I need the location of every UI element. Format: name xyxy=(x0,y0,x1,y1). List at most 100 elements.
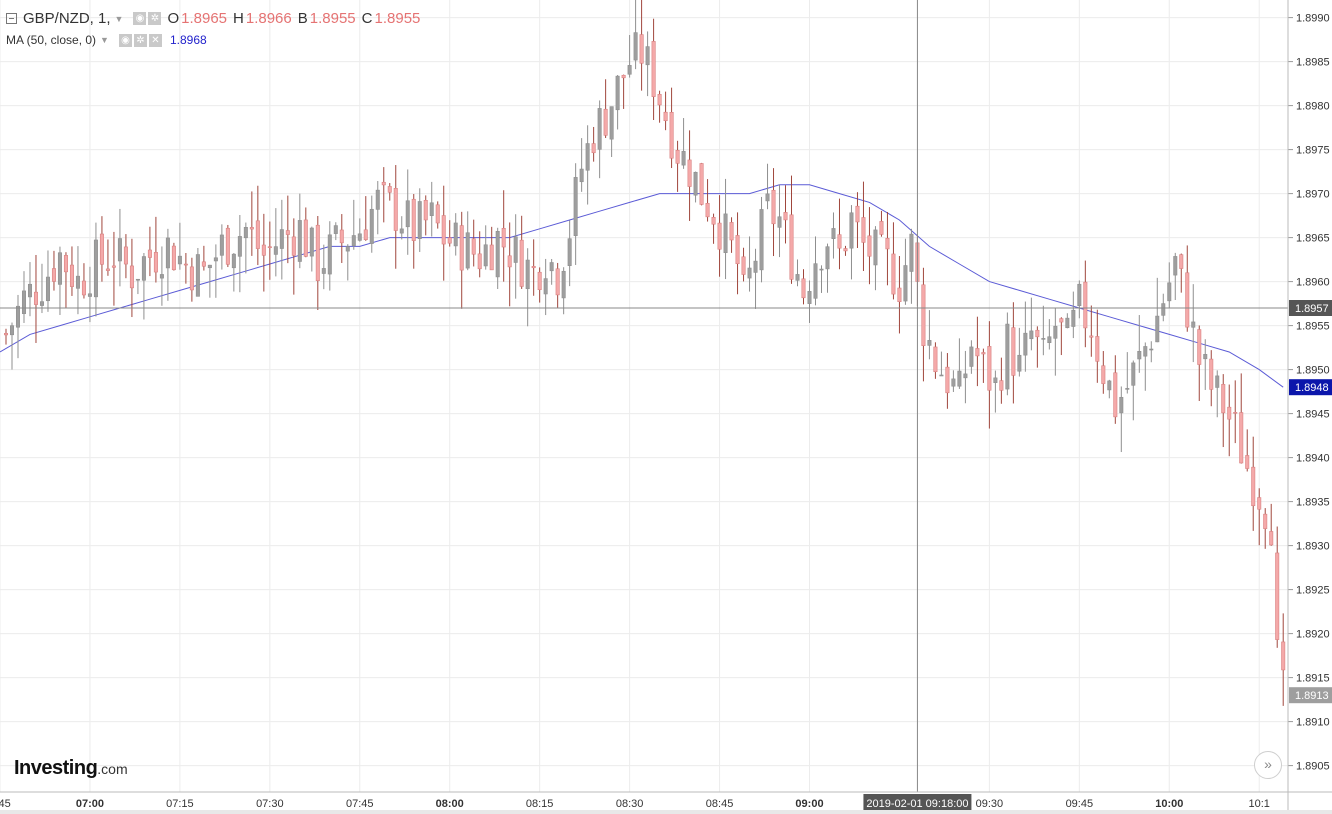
moving-average-layer xyxy=(0,184,1284,388)
candle-body xyxy=(195,254,200,297)
candle-body xyxy=(345,246,350,252)
candle-body xyxy=(921,284,926,346)
ma-value: 1.8968 xyxy=(169,33,207,47)
candle-body xyxy=(69,264,74,287)
y-tick-label: 1.8920 xyxy=(1296,629,1330,641)
candle-body xyxy=(435,204,440,224)
eye-icon[interactable]: ◉ xyxy=(133,12,147,25)
y-tick-label: 1.8905 xyxy=(1296,761,1330,773)
candle-body xyxy=(129,265,134,289)
candle-body xyxy=(627,65,632,75)
candle-body xyxy=(177,255,182,265)
symbol-label[interactable]: GBP/NZD, 1, xyxy=(23,10,111,27)
eye-icon[interactable]: ◉ xyxy=(118,33,132,47)
candle-body xyxy=(891,253,896,295)
candle-body xyxy=(261,244,266,256)
y-tick-label: 1.8965 xyxy=(1296,233,1330,245)
candle-body xyxy=(453,222,458,247)
candle-body xyxy=(1263,513,1268,529)
collapse-icon[interactable] xyxy=(6,13,17,24)
candle-body xyxy=(63,255,68,273)
y-tick-label: 1.8910 xyxy=(1296,717,1330,729)
chevron-down-icon[interactable]: ▼ xyxy=(100,35,109,45)
candle-body xyxy=(1017,354,1022,372)
candle-body xyxy=(1209,358,1214,390)
candle-body xyxy=(279,229,284,249)
candle-body xyxy=(957,370,962,387)
candle-body xyxy=(213,257,218,262)
candle-body xyxy=(1047,336,1052,343)
candle-body xyxy=(1245,455,1250,469)
scroll-to-latest-button[interactable]: » xyxy=(1254,751,1282,779)
gear-icon[interactable]: ✲ xyxy=(148,12,162,25)
candle-body xyxy=(1053,325,1058,339)
candle-body xyxy=(975,348,980,357)
ma-line xyxy=(0,184,1284,388)
candle-body xyxy=(519,239,524,287)
candle-body xyxy=(1221,384,1226,414)
candle-body xyxy=(189,266,194,291)
candle-body xyxy=(1275,552,1280,640)
candle-body xyxy=(249,227,254,230)
candle-body xyxy=(927,340,932,346)
candle-body xyxy=(675,150,680,164)
candle-body xyxy=(933,346,938,373)
candle-body xyxy=(525,259,530,290)
candle-body xyxy=(837,234,842,249)
candle-body xyxy=(105,268,110,271)
logo-suffix: .com xyxy=(97,761,128,777)
candle-body xyxy=(225,227,230,265)
y-tick-label: 1.8990 xyxy=(1296,13,1330,25)
x-tick-label: 07:15 xyxy=(166,798,194,810)
candle-body xyxy=(1269,531,1274,546)
candle-body xyxy=(1083,281,1088,329)
candle-body xyxy=(123,246,128,265)
candle-body xyxy=(471,238,476,255)
x-tick-label: 08:45 xyxy=(706,798,734,810)
candle-body xyxy=(1179,254,1184,269)
candle-body xyxy=(1089,335,1094,338)
candle-body xyxy=(831,228,836,240)
y-tick-label: 1.8960 xyxy=(1296,277,1330,289)
y-tick-label: 1.8945 xyxy=(1296,409,1330,421)
candle-body xyxy=(1119,396,1124,414)
y-tick-label: 1.8940 xyxy=(1296,453,1330,465)
ma-label[interactable]: MA (50, close, 0) xyxy=(6,33,97,47)
candle-body xyxy=(387,186,392,193)
candle-body xyxy=(657,94,662,106)
candle-body xyxy=(813,263,818,299)
close-icon[interactable]: ✕ xyxy=(148,33,162,47)
candle-body xyxy=(717,222,722,250)
open-label: O xyxy=(167,10,180,27)
candle-body xyxy=(603,108,608,136)
candle-body xyxy=(21,290,26,314)
gear-icon[interactable]: ✲ xyxy=(133,33,147,47)
candle-body xyxy=(1185,272,1190,328)
candle-body xyxy=(855,205,860,223)
y-tick-label: 1.8975 xyxy=(1296,145,1330,157)
candle-body xyxy=(765,193,770,202)
close-value: 1.8955 xyxy=(374,10,421,27)
candle-body xyxy=(597,108,602,150)
candle-body xyxy=(93,239,98,298)
candle-body xyxy=(873,229,878,266)
candle-body xyxy=(903,265,908,302)
candle-body xyxy=(1155,315,1160,343)
candle-body xyxy=(489,244,494,271)
candle-body xyxy=(729,222,734,241)
low-value: 1.8955 xyxy=(309,10,356,27)
x-tick-label: 09:30 xyxy=(976,798,1004,810)
candle-body xyxy=(111,265,116,268)
x-tick-label: 6:45 xyxy=(0,798,11,810)
chevron-down-icon[interactable]: ▼ xyxy=(114,13,124,24)
candle-body xyxy=(351,235,356,246)
candle-body xyxy=(165,237,170,269)
open-value: 1.8965 xyxy=(181,10,228,27)
candle-body xyxy=(135,278,140,281)
candle-body xyxy=(687,159,692,187)
candle-body xyxy=(219,234,224,256)
candle-body xyxy=(183,263,188,266)
candle-body xyxy=(1023,332,1028,356)
